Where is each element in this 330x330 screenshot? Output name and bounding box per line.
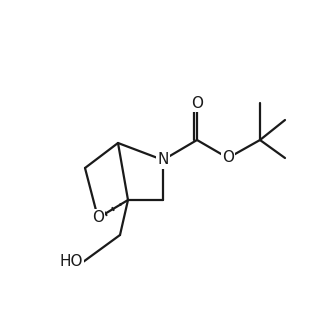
Text: O: O [222,150,234,166]
Text: O: O [92,211,104,225]
Text: HO: HO [59,254,83,270]
Text: O: O [191,95,203,111]
Text: N: N [157,152,169,168]
